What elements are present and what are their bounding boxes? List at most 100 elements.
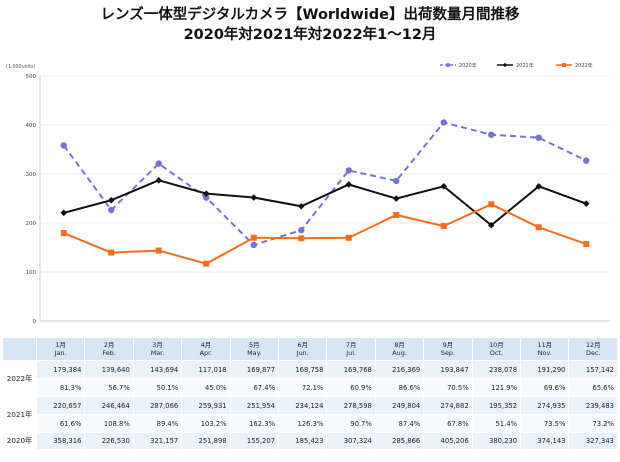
month-jp: 12月	[585, 341, 601, 349]
table-corner	[2, 337, 37, 361]
data-point	[203, 260, 210, 267]
line-chart: (1,000units) 0 100 200 300 400 500 2020年 2021年 20…	[6, 62, 610, 325]
data-point	[107, 196, 115, 204]
data-point	[488, 201, 495, 208]
legend-marker	[446, 63, 450, 67]
month-en: Nov.	[537, 349, 552, 357]
value-cell: 238,078	[471, 360, 522, 379]
value-cell: 274,882	[423, 396, 473, 415]
data-point	[488, 131, 495, 138]
row-label: 2020年	[2, 432, 37, 450]
month-header: 7月 Jul.	[326, 337, 376, 361]
data-point	[393, 177, 400, 185]
value-cell: 287,066	[132, 396, 183, 415]
legend-marker	[562, 63, 566, 67]
legend-marker	[502, 62, 508, 68]
data-point	[60, 209, 68, 217]
value-cell: 220,657	[35, 396, 86, 415]
month-en: Jul.	[346, 349, 357, 357]
pct-cell: 70.5%	[423, 378, 473, 397]
data-point	[298, 235, 305, 242]
value-cell: 307,324	[326, 432, 376, 450]
pct-cell: 65.6%	[568, 378, 618, 397]
month-header: 10月 Oct.	[471, 337, 522, 361]
series-line-2020年	[62, 121, 587, 247]
pct-cell: 87.4%	[374, 414, 425, 433]
data-point	[108, 206, 115, 214]
chart-title: レンズ一体型デジタルカメラ【Worldwide】出荷数量月間推移	[100, 7, 520, 23]
pct-cell: 162.3%	[229, 414, 280, 433]
value-cell: 193,847	[423, 360, 473, 379]
value-cell: 195,352	[471, 396, 522, 415]
table-row: 2020年 358,316 226,530 321,157 251,898 155,207…	[2, 432, 618, 450]
value-cell: 191,290	[520, 360, 570, 379]
table-row: 2022年 179,384 139,640 143,694 117,018 169,877…	[2, 360, 618, 397]
pct-cell: 121.9%	[471, 378, 522, 397]
data-point	[202, 190, 210, 197]
month-header: 3月 Mar.	[132, 337, 183, 361]
month-jp: 3月	[152, 341, 163, 349]
data-point	[250, 241, 257, 249]
month-jp: 5月	[249, 341, 260, 349]
month-en: Feb.	[102, 349, 116, 357]
pct-cell: 90.7%	[326, 414, 376, 433]
data-point	[582, 200, 590, 207]
pct-cell: 72.1%	[278, 378, 328, 397]
data-point	[155, 160, 162, 167]
value-cell: 139,640	[84, 360, 134, 379]
data-point	[203, 194, 210, 201]
value-cell: 380,230	[471, 432, 522, 450]
y-tick-label: 300	[26, 172, 37, 178]
data-point	[535, 224, 542, 231]
y-tick-label: 500	[26, 74, 37, 80]
month-en: Jan.	[54, 349, 67, 357]
data-point	[155, 177, 163, 184]
value-cell: 168,758	[278, 360, 328, 379]
pct-cell: 86.6%	[374, 378, 425, 397]
table-header-row: 1月 Jan. 2月 Feb. 3月 Mar. 4月 Apr. 5月 May. 6月 Jun. 7月 Ju…	[2, 337, 618, 361]
value-cell: 169,877	[229, 360, 280, 379]
month-jp: 6月	[297, 341, 308, 349]
pct-cell: 73.2%	[568, 414, 618, 433]
data-table: 1月 Jan. 2月 Feb. 3月 Mar. 4月 Apr. 5月 May. 6月 Jun. 7月 Ju…	[2, 337, 618, 450]
month-header: 12月 Dec.	[568, 337, 618, 361]
month-en: Apr.	[199, 349, 213, 357]
y-tick-label: 100	[26, 270, 37, 276]
pct-cell: 61.6%	[35, 414, 86, 433]
legend-label: 2021年	[516, 62, 534, 69]
month-en: May.	[247, 349, 262, 357]
month-en: Mar.	[150, 349, 165, 357]
unit-label: (1,000units)	[6, 64, 35, 70]
y-tick-label: 200	[26, 221, 37, 227]
month-jp: 1月	[55, 341, 66, 349]
pct-cell: 69.6%	[520, 378, 570, 397]
series-line-2021年	[63, 179, 587, 227]
data-point	[345, 181, 353, 188]
month-jp: 4月	[200, 341, 212, 349]
month-header: 1月 Jan.	[35, 337, 86, 361]
month-header: 8月 Aug.	[374, 337, 425, 361]
value-cell: 246,464	[84, 396, 134, 415]
value-cell: 285,866	[374, 432, 425, 450]
data-point	[392, 195, 400, 202]
data-point	[250, 234, 257, 241]
data-point	[345, 167, 352, 174]
data-point	[60, 230, 67, 237]
table-row-pct: 81.3% 56.7% 50.1% 45.0% 67.4% 72.1% 60.9% 86.6%…	[3, 378, 618, 397]
data-point	[108, 249, 115, 256]
data-point	[535, 182, 543, 190]
pct-cell: 73.5%	[520, 414, 570, 433]
data-point	[297, 202, 305, 210]
pct-cell: 60.9%	[326, 378, 376, 397]
pct-cell: 50.1%	[132, 378, 183, 397]
pct-cell: 81.3%	[35, 378, 86, 397]
value-cell: 143,694	[132, 360, 183, 379]
data-point	[250, 194, 258, 201]
data-point	[298, 226, 305, 234]
y-tick-label: 400	[26, 123, 37, 129]
data-point	[440, 119, 447, 126]
value-cell: 274,935	[520, 396, 570, 415]
data-point	[440, 223, 447, 230]
chart-subtitle: 2020年対2021年対2022年1～12月	[183, 27, 437, 43]
month-header: 9月 Sep.	[423, 337, 473, 361]
